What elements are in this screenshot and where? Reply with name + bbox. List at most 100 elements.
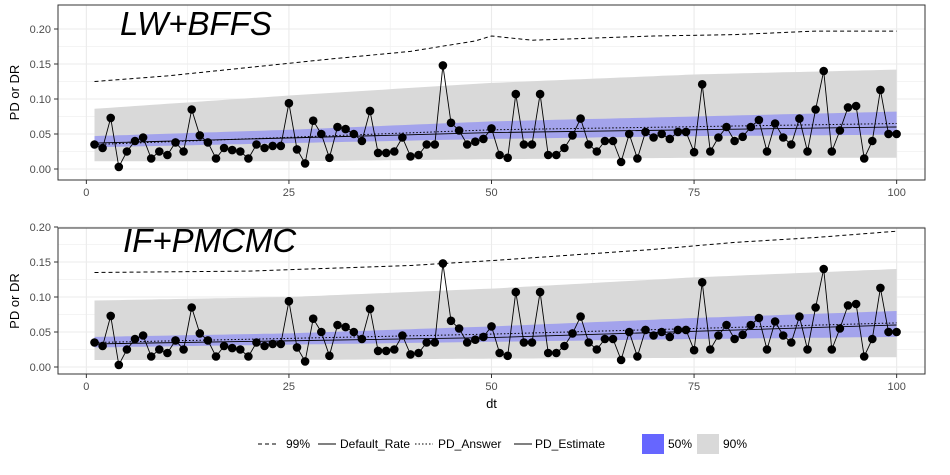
default-rate-point: [138, 331, 148, 340]
y-axis-title: PD or DR: [7, 65, 22, 121]
default-rate-point: [600, 136, 610, 146]
default-rate-point: [657, 327, 666, 337]
default-rate-point: [689, 345, 699, 355]
default-rate-point: [868, 334, 877, 344]
y-axis-title: PD or DR: [7, 273, 22, 329]
default-rate-point: [608, 136, 618, 146]
default-rate-point: [511, 287, 521, 297]
x-tick-label: 0: [83, 187, 89, 199]
default-rate-point: [600, 334, 610, 344]
panel-2: 0.00 0.05 0.10 0.15 0.20 0 25 50 75 100 PD or DR IF…: [7, 222, 926, 393]
default-rate-point: [284, 296, 294, 306]
default-rate-point: [365, 106, 375, 116]
default-rate-point: [268, 141, 278, 151]
default-rate-point: [552, 348, 561, 358]
default-rate-point: [260, 341, 269, 351]
y-tick-label: 0.10: [30, 292, 51, 304]
default-rate-point: [90, 338, 99, 347]
default-rate-point: [390, 147, 399, 156]
default-rate-point: [446, 316, 456, 326]
default-rate-point: [535, 287, 545, 297]
default-rate-point: [762, 147, 772, 156]
default-rate-point: [584, 338, 593, 347]
default-rate-point: [422, 338, 432, 347]
default-rate-point: [576, 312, 585, 321]
default-rate-point: [624, 129, 634, 139]
default-rate-point: [276, 339, 286, 349]
default-rate-point: [819, 66, 828, 76]
default-rate-point: [203, 138, 213, 147]
default-rate-point: [454, 324, 464, 333]
y-tick-label: 0.15: [30, 59, 51, 71]
default-rate-point: [681, 127, 691, 137]
default-rate-point: [462, 140, 472, 149]
default-rate-point: [892, 129, 901, 139]
default-rate-point: [746, 320, 756, 330]
default-rate-point: [284, 98, 294, 108]
default-rate-point: [859, 154, 869, 163]
default-rate-point: [219, 341, 229, 351]
default-rate-point: [122, 147, 132, 156]
default-rate-point: [398, 331, 407, 340]
default-rate-point: [811, 105, 820, 114]
default-rate-point: [681, 325, 691, 335]
default-rate-point: [130, 136, 140, 146]
default-rate-point: [714, 331, 723, 340]
default-rate-point: [819, 264, 828, 274]
default-rate-point: [795, 114, 804, 123]
default-rate-point: [268, 339, 278, 349]
legend-label: Default_Rate: [340, 437, 410, 451]
default-rate-point: [357, 136, 367, 146]
default-rate-point: [827, 147, 837, 156]
default-rate-point: [835, 324, 845, 333]
default-rate-point: [665, 134, 675, 144]
default-rate-point: [146, 154, 156, 163]
default-rate-point: [292, 343, 302, 352]
default-rate-point: [503, 153, 512, 163]
default-rate-point: [398, 133, 407, 142]
default-rate-point: [171, 138, 180, 147]
y-tick-label: 0.00: [30, 164, 51, 176]
legend-fill-key: [642, 434, 664, 454]
legend-label: 99%: [286, 437, 310, 451]
default-rate-point: [98, 341, 107, 351]
default-rate-point: [406, 350, 415, 359]
x-tick-label: 50: [485, 381, 497, 393]
x-axis-title: dt: [486, 396, 497, 411]
x-tick-label: 75: [688, 381, 700, 393]
default-rate-point: [884, 327, 893, 337]
default-rate-point: [576, 114, 585, 123]
default-rate-point: [649, 331, 658, 340]
default-rate-point: [495, 150, 504, 160]
x-tick-label: 75: [688, 187, 700, 199]
default-rate-point: [778, 331, 788, 340]
default-rate-point: [795, 312, 804, 321]
y-tick-label: 0.05: [30, 327, 51, 339]
panel-1: 0.00 0.05 0.10 0.15 0.20 0 25 50 75 100 PD or DR LW…: [7, 4, 926, 199]
default-rate-point: [495, 348, 504, 358]
y-tick-label: 0.05: [30, 129, 51, 141]
default-rate-point: [390, 345, 399, 354]
default-rate-point: [487, 124, 496, 133]
legend-label: 50%: [668, 437, 692, 451]
default-rate-point: [770, 317, 780, 326]
default-rate-point: [535, 89, 545, 99]
default-rate-point: [195, 329, 205, 338]
default-rate-point: [106, 113, 115, 123]
default-rate-point: [325, 153, 334, 163]
legend: 99% Default_Rate PD_Answer PD_Estimate 50% 90…: [258, 434, 747, 454]
default-rate-point: [868, 136, 877, 146]
default-rate-point: [163, 348, 172, 358]
default-rate-point: [543, 348, 553, 358]
default-rate-point: [462, 338, 472, 347]
default-rate-point: [90, 140, 99, 149]
default-rate-point: [146, 352, 156, 361]
legend-label: 90%: [723, 437, 747, 451]
default-rate-point: [876, 85, 885, 95]
default-rate-point: [276, 141, 286, 151]
default-rate-point: [122, 345, 132, 354]
default-rate-point: [114, 360, 124, 370]
default-rate-point: [454, 126, 464, 135]
default-rate-point: [446, 118, 456, 128]
default-rate-point: [673, 127, 683, 137]
